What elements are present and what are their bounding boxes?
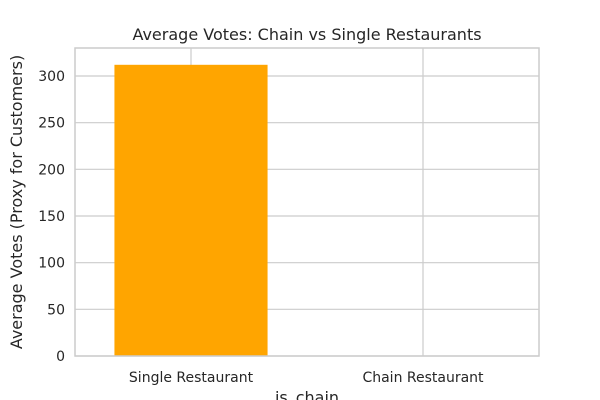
x-tick-label: Chain Restaurant	[362, 370, 484, 386]
y-tick-label: 300	[38, 69, 65, 85]
y-tick-label: 50	[47, 302, 65, 318]
x-axis-ticks: Single Restaurant Chain Restaurant	[129, 370, 484, 386]
y-tick-label: 100	[38, 256, 65, 272]
y-tick-label: 200	[38, 162, 65, 178]
bars	[114, 64, 268, 357]
chart-title: Average Votes: Chain vs Single Restauran…	[132, 25, 481, 44]
y-tick-label: 250	[38, 116, 65, 132]
x-tick-label: Single Restaurant	[129, 370, 254, 386]
x-axis-label: is_chain	[275, 388, 339, 400]
plot-frame	[74, 47, 540, 357]
y-axis-label: Average Votes (Proxy for Customers)	[7, 55, 26, 349]
y-tick-label: 0	[56, 349, 65, 365]
bar-single-restaurant	[114, 64, 268, 357]
y-tick-label: 150	[38, 209, 65, 225]
y-axis-ticks: 0 50 100 150 200 250 300	[38, 69, 65, 365]
